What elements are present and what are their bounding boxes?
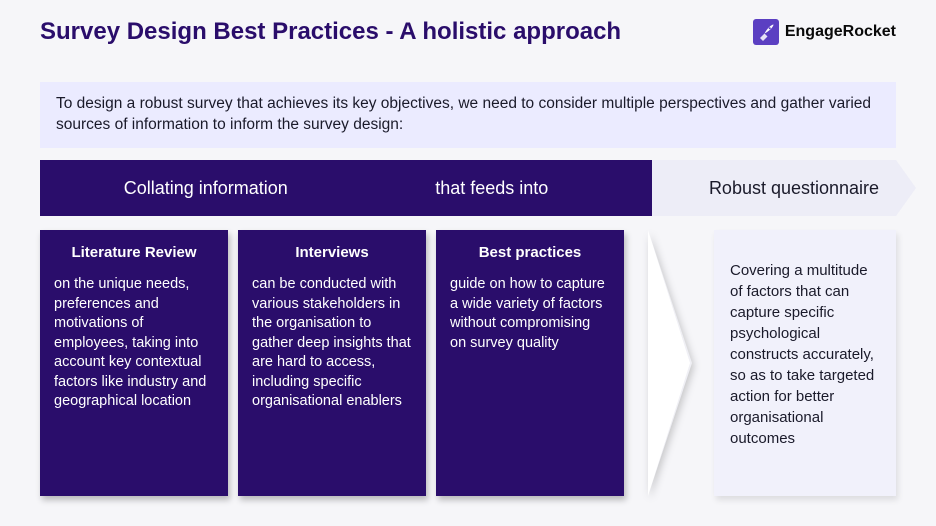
band-label-collating: Collating information — [124, 178, 288, 199]
card-title: Literature Review — [54, 244, 214, 261]
card-interviews: Interviews can be conducted with various… — [238, 230, 426, 496]
band-main: Collating information that feeds into — [40, 160, 652, 216]
band-result: Robust questionnaire — [652, 160, 896, 216]
card-literature-review: Literature Review on the unique needs, p… — [40, 230, 228, 496]
band-label-feeds: that feeds into — [435, 178, 548, 199]
brand-name: EngageRocket — [785, 23, 896, 41]
intro-text: To design a robust survey that achieves … — [40, 82, 896, 148]
card-body: on the unique needs, preferences and mot… — [54, 275, 214, 412]
brand-logo: EngageRocket — [753, 19, 896, 45]
process-band: Collating information that feeds into Ro… — [40, 160, 896, 216]
page-title: Survey Design Best Practices - A holisti… — [40, 18, 621, 46]
result-panel: Covering a multitude of factors that can… — [714, 230, 896, 496]
arrow-right-icon — [648, 230, 690, 496]
chevron-right-icon — [896, 160, 916, 216]
rocket-icon — [753, 19, 779, 45]
header: Survey Design Best Practices - A holisti… — [40, 18, 896, 46]
card-title: Best practices — [450, 244, 610, 261]
card-body: guide on how to capture a wide variety o… — [450, 275, 610, 353]
band-label-result: Robust questionnaire — [709, 178, 879, 199]
card-best-practices: Best practices guide on how to capture a… — [436, 230, 624, 496]
card-title: Interviews — [252, 244, 412, 261]
cards-row: Literature Review on the unique needs, p… — [40, 230, 624, 496]
card-body: can be conducted with various stakeholde… — [252, 275, 412, 412]
